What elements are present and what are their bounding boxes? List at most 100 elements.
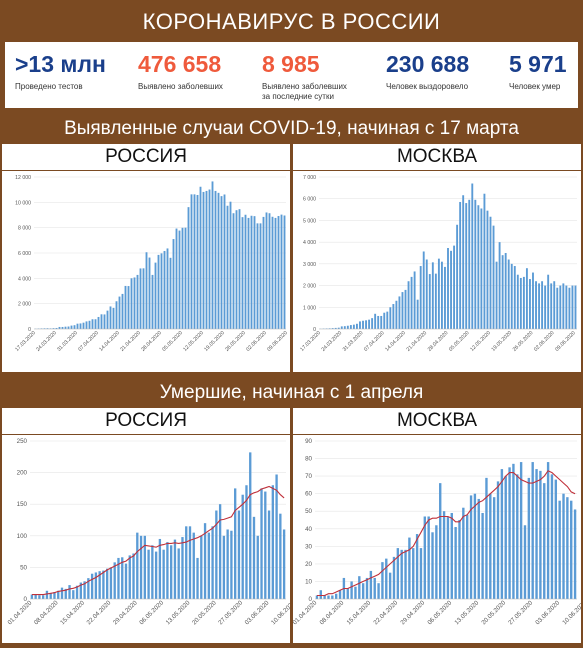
- bar: [447, 248, 449, 329]
- x-tick-label: 26.05.2020: [224, 330, 247, 353]
- bar: [474, 494, 476, 599]
- bar: [556, 288, 558, 329]
- bar: [562, 283, 564, 329]
- bar: [383, 313, 385, 329]
- bar: [266, 212, 268, 329]
- bar: [83, 323, 85, 329]
- bar: [204, 523, 206, 599]
- bar: [331, 595, 333, 599]
- bar: [408, 538, 410, 599]
- bar: [551, 474, 553, 599]
- bar: [489, 494, 491, 599]
- bar: [435, 525, 437, 599]
- bar: [62, 327, 64, 329]
- bar: [119, 297, 121, 329]
- bar: [512, 464, 514, 599]
- bar: [572, 286, 574, 329]
- x-tick-label: 12.05.2020: [182, 330, 205, 353]
- bar: [341, 326, 343, 329]
- bar: [439, 483, 441, 599]
- bar: [91, 574, 93, 599]
- bar: [132, 553, 134, 599]
- bar: [453, 246, 455, 329]
- y-tick-label: 200: [17, 470, 28, 477]
- x-tick-label: 02.06.2020: [533, 330, 556, 353]
- y-tick-label: 30: [305, 543, 312, 550]
- bar: [547, 275, 549, 329]
- bar: [478, 499, 480, 599]
- stats-panel: >13 млн Проведено тестов 476 658 Выявлен…: [5, 42, 578, 108]
- x-tick-label: 24.03.2020: [321, 330, 344, 353]
- bar: [71, 326, 73, 329]
- y-tick-label: 100: [17, 533, 28, 540]
- stat-cases-value: 476 658: [138, 51, 221, 78]
- bar: [339, 590, 341, 599]
- bar: [471, 184, 473, 329]
- bar: [493, 226, 495, 329]
- y-tick-label: 1 000: [303, 305, 316, 311]
- bar: [511, 264, 513, 329]
- bar: [98, 317, 100, 329]
- bar: [174, 540, 176, 599]
- x-tick-label: 05.05.2020: [161, 330, 184, 353]
- bar: [392, 304, 394, 329]
- bar: [178, 548, 180, 599]
- bar: [347, 588, 349, 599]
- bar: [480, 208, 482, 329]
- bar: [234, 488, 236, 599]
- bar: [89, 321, 91, 329]
- x-tick-label: 15.04.2020: [59, 599, 86, 626]
- bar: [176, 229, 178, 329]
- bar: [77, 324, 79, 329]
- bar: [110, 567, 112, 599]
- bar: [483, 194, 485, 329]
- x-tick-label: 22.04.2020: [372, 599, 399, 626]
- stat-deaths-value: 5 971: [509, 51, 567, 78]
- bar: [281, 215, 283, 329]
- y-tick-label: 50: [20, 564, 27, 571]
- bar: [74, 325, 76, 329]
- bar: [59, 327, 61, 329]
- bar: [508, 260, 510, 329]
- y-tick-label: 8 000: [18, 226, 31, 232]
- x-tick-label: 03.06.2020: [534, 599, 561, 626]
- x-tick-label: 28.04.2020: [427, 330, 450, 353]
- bar: [462, 195, 464, 329]
- bar: [257, 536, 259, 599]
- bar: [385, 559, 387, 599]
- bar: [377, 583, 379, 599]
- bar: [164, 251, 166, 329]
- y-tick-label: 40: [305, 526, 312, 533]
- bar: [493, 497, 495, 599]
- y-tick-label: 10: [305, 578, 312, 585]
- bar: [566, 497, 568, 599]
- bar: [517, 275, 519, 329]
- bar: [102, 571, 104, 599]
- y-tick-label: 70: [305, 473, 312, 480]
- bar: [438, 259, 440, 329]
- bar: [254, 216, 256, 329]
- bar: [386, 312, 388, 329]
- stat-recovered-value: 230 688: [386, 51, 469, 78]
- bar: [182, 228, 184, 329]
- bar: [200, 187, 202, 329]
- x-tick-label: 21.04.2020: [119, 330, 142, 353]
- bar: [211, 526, 213, 599]
- y-tick-label: 10 000: [15, 200, 31, 206]
- stat-tests-value: >13 млн: [15, 51, 106, 78]
- bar: [543, 483, 545, 599]
- bar: [451, 513, 453, 599]
- bar: [189, 526, 191, 599]
- bar: [181, 537, 183, 599]
- bar: [134, 277, 136, 329]
- bar: [95, 319, 97, 329]
- y-tick-label: 2 000: [18, 302, 31, 308]
- bar: [219, 504, 221, 599]
- bar: [31, 595, 33, 599]
- section2-right-heading: МОСКВА: [293, 408, 581, 434]
- bar: [532, 273, 534, 329]
- bar: [42, 595, 44, 599]
- bar: [405, 290, 407, 329]
